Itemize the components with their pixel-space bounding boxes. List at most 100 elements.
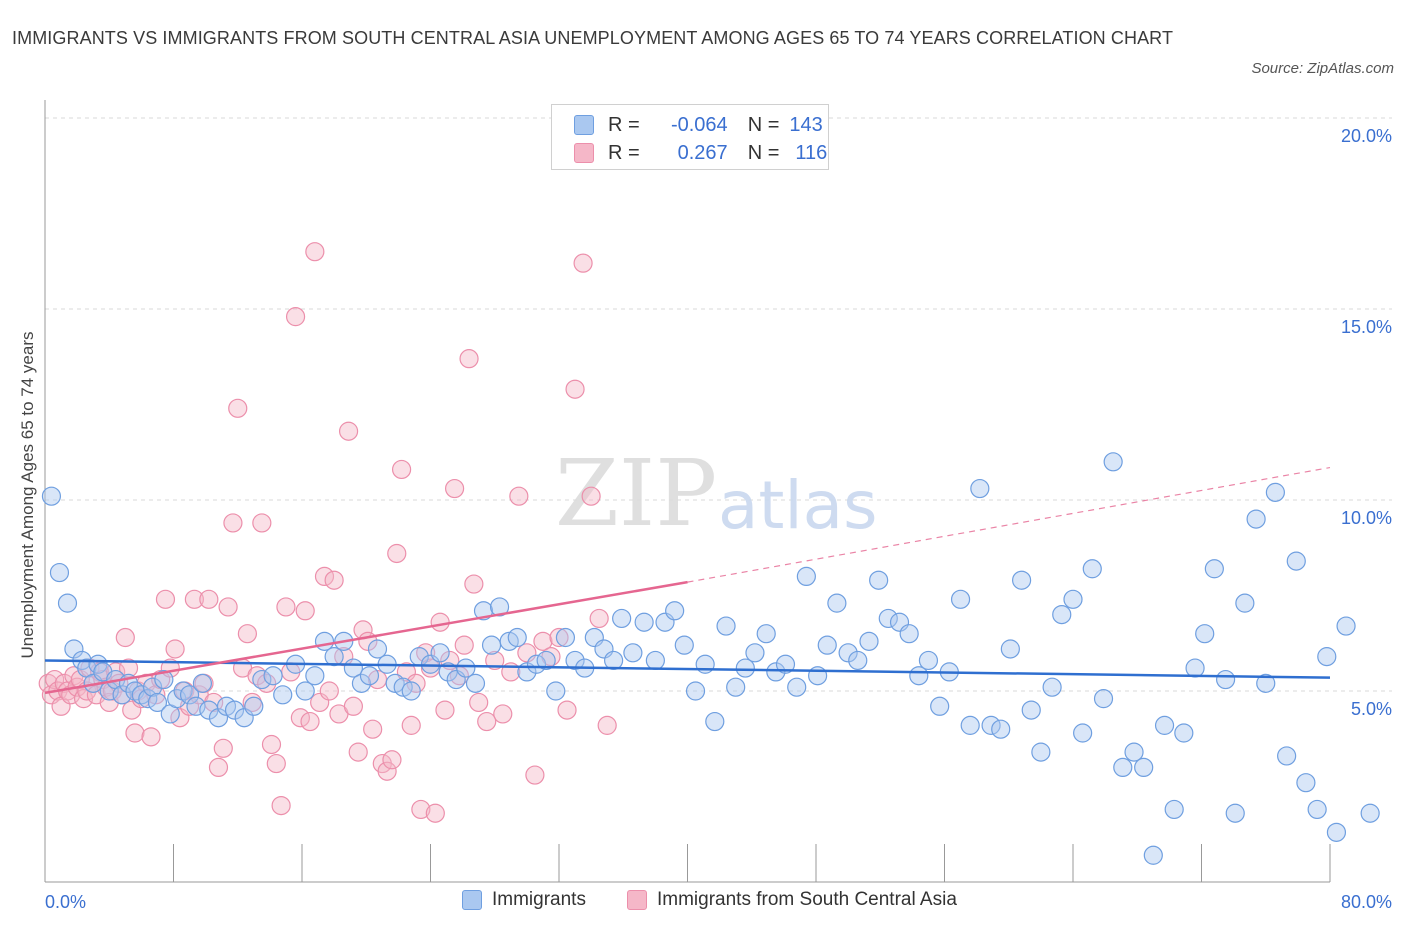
data-point xyxy=(859,631,879,651)
data-point xyxy=(869,570,889,590)
data-point xyxy=(705,711,725,732)
data-point xyxy=(766,662,786,682)
data-point xyxy=(314,566,335,587)
trend-line-south-central-asia xyxy=(44,580,688,695)
watermark-atlas: atlas xyxy=(718,467,878,544)
axes xyxy=(44,100,1331,883)
data-point xyxy=(565,379,585,399)
data-point xyxy=(387,543,407,564)
data-point xyxy=(290,708,310,728)
data-point xyxy=(1073,723,1093,743)
data-point xyxy=(1246,509,1266,529)
data-point xyxy=(827,593,847,613)
data-point xyxy=(745,643,765,663)
data-point xyxy=(493,704,513,724)
data-point xyxy=(1265,482,1285,502)
data-point xyxy=(1235,593,1255,613)
data-point xyxy=(787,677,807,697)
data-point xyxy=(64,639,84,659)
data-point xyxy=(565,650,585,671)
data-point xyxy=(1011,570,1032,590)
data-point xyxy=(477,711,497,732)
data-point xyxy=(623,643,643,663)
data-point xyxy=(469,692,489,713)
data-point xyxy=(138,689,158,709)
data-point xyxy=(1307,799,1327,820)
data-point xyxy=(1021,700,1041,720)
data-point xyxy=(454,635,474,655)
data-point xyxy=(808,666,828,686)
data-point xyxy=(252,669,272,690)
data-point xyxy=(363,719,383,739)
data-point xyxy=(295,681,315,701)
chart-title: IMMIGRANTS VS IMMIGRANTS FROM SOUTH CENT… xyxy=(12,28,1174,48)
data-point xyxy=(1317,647,1337,667)
data-point xyxy=(391,459,412,480)
data-point xyxy=(775,654,796,674)
data-point xyxy=(645,650,665,671)
data-point xyxy=(147,692,168,713)
data-point xyxy=(533,631,553,651)
data-point xyxy=(263,666,283,686)
data-point xyxy=(1360,803,1380,823)
data-point xyxy=(271,795,291,816)
y-axis-label: Unemployment Among Ages 65 to 74 years xyxy=(18,332,37,659)
r-label: R = xyxy=(608,113,640,136)
data-point xyxy=(1185,658,1205,678)
n-value: 143 xyxy=(789,113,823,136)
data-point xyxy=(45,669,65,690)
r-value: 0.267 xyxy=(677,141,728,164)
blue-swatch xyxy=(462,890,482,910)
data-point xyxy=(459,349,479,369)
data-point xyxy=(218,597,238,617)
data-point xyxy=(674,635,694,655)
legend-row-immigrants: R = -0.064 N = 143 xyxy=(574,113,823,137)
data-point xyxy=(1052,604,1072,625)
data-point xyxy=(208,708,229,728)
data-point xyxy=(1093,689,1114,709)
data-point xyxy=(1336,616,1356,636)
bottom-legend-south-central-asia: Immigrants from South Central Asia xyxy=(627,889,957,911)
data-point xyxy=(1082,559,1102,579)
data-point xyxy=(549,627,569,648)
data-point xyxy=(481,635,502,655)
data-point xyxy=(507,627,527,648)
data-point xyxy=(444,478,465,499)
series-immigrants-points xyxy=(41,452,1380,865)
r-label: R = xyxy=(608,141,640,164)
data-point xyxy=(1286,551,1306,571)
data-point xyxy=(411,799,431,820)
data-point xyxy=(1113,757,1133,778)
data-point xyxy=(141,727,161,747)
data-point xyxy=(1204,559,1224,579)
trend-line-immigrants xyxy=(44,659,1331,679)
data-point xyxy=(1031,742,1051,762)
data-point xyxy=(1000,639,1020,659)
source-label: Source: ZipAtlas.com xyxy=(1251,60,1394,77)
data-point xyxy=(324,647,344,667)
data-point xyxy=(536,650,556,671)
stats-legend: R = -0.064 N = 143 R = 0.267 N = 116 xyxy=(551,104,829,170)
data-point xyxy=(960,715,980,735)
data-point xyxy=(213,738,233,758)
data-point xyxy=(1042,677,1062,697)
y-tick-label: 10.0% xyxy=(1341,508,1392,528)
data-point xyxy=(950,589,971,609)
data-point xyxy=(125,723,145,743)
data-point xyxy=(223,513,243,533)
data-point xyxy=(266,753,286,774)
data-point xyxy=(899,624,919,644)
pink-swatch xyxy=(574,143,594,163)
x-tick-label: 80.0% xyxy=(1341,892,1392,912)
data-point xyxy=(401,715,421,735)
data-point xyxy=(300,711,320,732)
data-point xyxy=(143,677,163,697)
data-point xyxy=(485,650,505,671)
data-point xyxy=(167,689,187,709)
data-point xyxy=(338,421,359,441)
data-point xyxy=(1143,845,1163,865)
series-south-central-asia-points xyxy=(38,242,617,823)
data-point xyxy=(930,696,950,716)
data-point xyxy=(273,685,293,705)
bottom-legend-label: Immigrants from South Central Asia xyxy=(657,889,957,910)
